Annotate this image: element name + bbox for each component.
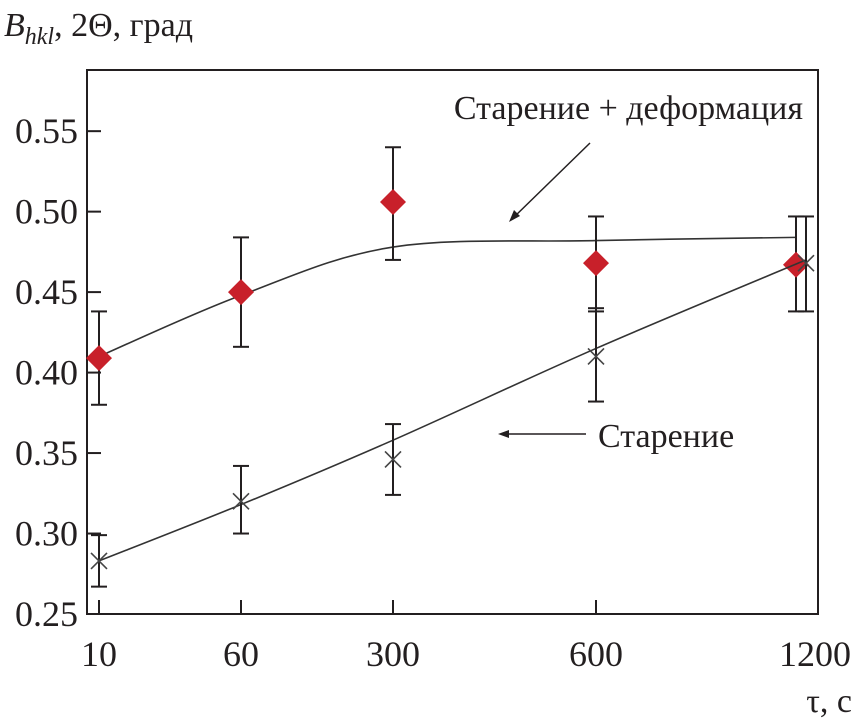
x-tick-label: 600 — [569, 634, 623, 674]
y-axis-label: Bhkl, 2Θ, град — [4, 7, 193, 50]
fit-curve — [98, 236, 797, 358]
plot-frame — [86, 69, 819, 615]
cross-stroke — [587, 347, 605, 366]
y-tick-label: 0.35 — [15, 433, 78, 473]
data-point-cross — [232, 492, 250, 510]
axes: 0.25 0.30 0.35 0.40 0.45 0.50 0.55 10 60 300 600 12… — [15, 69, 851, 674]
cross-stroke — [797, 254, 815, 272]
cross-stroke — [232, 492, 250, 510]
data-point-cross — [797, 254, 815, 272]
y-tick-label: 0.30 — [15, 514, 78, 554]
cross-stroke — [90, 552, 108, 570]
x-tick-label: 60 — [223, 634, 259, 674]
y-tick-label: 0.40 — [15, 353, 78, 393]
data-point-diamond — [86, 345, 112, 372]
y-tick-label: 0.50 — [15, 192, 78, 232]
cross-stroke — [384, 450, 402, 469]
x-tick-label: 300 — [366, 634, 420, 674]
data-point-cross — [587, 347, 605, 366]
data-point-cross — [384, 450, 402, 469]
x-tick-label: 10 — [81, 634, 117, 674]
marks — [86, 146, 815, 588]
data-point-cross — [90, 552, 108, 570]
error-bar — [233, 464, 249, 535]
series-label-aging-deformation: Старение + деформация — [454, 90, 803, 127]
y-tick-label: 0.25 — [15, 594, 78, 634]
data-point-diamond — [583, 250, 609, 277]
x-axis-label: τ, с — [806, 683, 852, 720]
data-point-diamond — [228, 279, 254, 306]
y-tick-label: 0.55 — [15, 111, 78, 151]
y-tick-label: 0.45 — [15, 272, 78, 312]
series-label-aging: Старение — [598, 418, 734, 455]
annotation-arrow-lower — [498, 430, 586, 438]
data-point-diamond — [380, 188, 406, 215]
annotation-arrow-upper — [509, 142, 591, 222]
fit-curve — [98, 259, 807, 562]
error-bar — [588, 307, 604, 403]
x-tick-label: 1200 — [779, 634, 851, 674]
